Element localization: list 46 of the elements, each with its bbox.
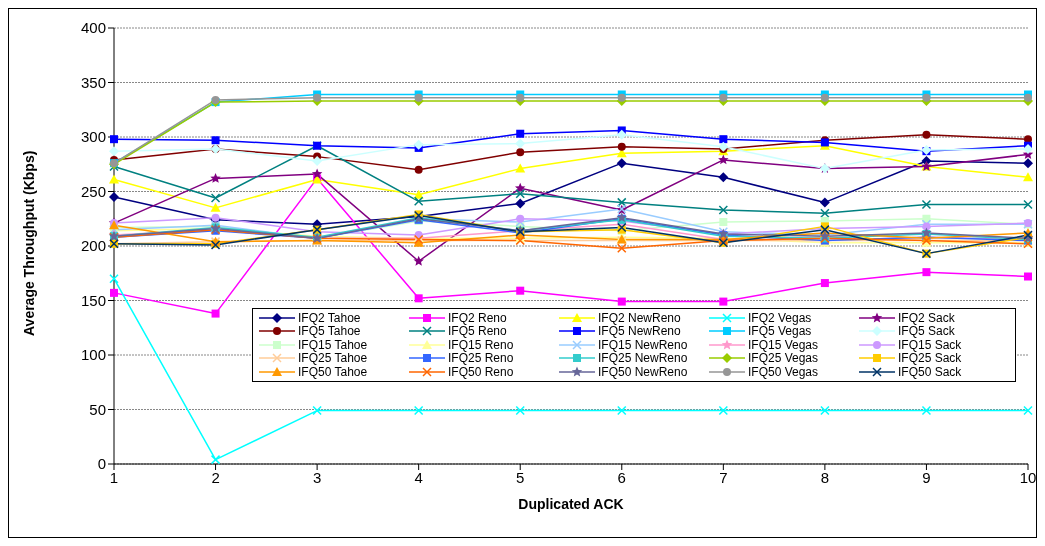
legend-label: IFQ15 Sack [898,337,962,352]
x-tick-label: 1 [109,468,119,486]
legend-label: IFQ2 NewReno [598,310,681,325]
x-axis-title: Duplicated ACK [518,496,624,512]
y-tick-label: 250 [80,182,106,200]
x-tick-label: 4 [414,468,423,486]
y-tick-label: 0 [97,455,106,473]
legend-label: IFQ2 Tahoe [298,310,361,325]
y-axis-title: Average Throughput (Kbps) [20,150,37,336]
x-tick-label: 2 [211,468,220,486]
x-tick-label: 10 [1019,468,1037,486]
x-tick-label: 9 [922,468,931,486]
legend-label: IFQ5 Sack [898,324,955,339]
x-tick-label: 7 [719,468,728,486]
y-tick-label: 200 [80,237,106,255]
legend-label: IFQ15 Tahoe [298,337,368,352]
legend-label: IFQ2 Reno [448,310,507,325]
x-tick-label: 5 [516,468,525,486]
legend-label: IFQ5 NewReno [598,324,681,339]
y-tick-label: 100 [80,346,106,364]
y-tick-label: 50 [89,400,106,418]
legend-label: IFQ25 Vegas [748,351,819,366]
y-tick-label: 400 [80,19,106,37]
legend-label: IFQ2 Vegas [748,310,812,325]
x-tick-label: 8 [820,468,830,486]
y-tick-label: 300 [80,128,106,146]
legend-label: IFQ25 NewReno [598,351,688,366]
y-tick-label: 150 [80,291,106,309]
legend-label: IFQ15 NewReno [598,337,688,352]
legend-label: IFQ25 Tahoe [298,351,368,366]
legend-label: IFQ5 Reno [448,324,507,339]
y-tick-label: 350 [80,73,106,91]
legend-label: IFQ50 Tahoe [298,364,368,379]
legend-label: IFQ50 Sack [898,364,962,379]
legend-label: IFQ50 Reno [448,364,514,379]
legend-label: IFQ15 Reno [448,337,514,352]
legend-label: IFQ5 Vegas [748,324,812,339]
legend-label: IFQ50 Vegas [748,364,819,379]
legend-label: IFQ25 Sack [898,351,962,366]
legend-label: IFQ5 Tahoe [298,324,361,339]
x-tick-label: 6 [617,468,626,486]
legend-label: IFQ50 NewReno [598,364,688,379]
legend-label: IFQ15 Vegas [748,337,819,352]
legend-label: IFQ25 Reno [448,351,514,366]
legend-label: IFQ2 Sack [898,310,955,325]
x-tick-label: 3 [312,468,322,486]
